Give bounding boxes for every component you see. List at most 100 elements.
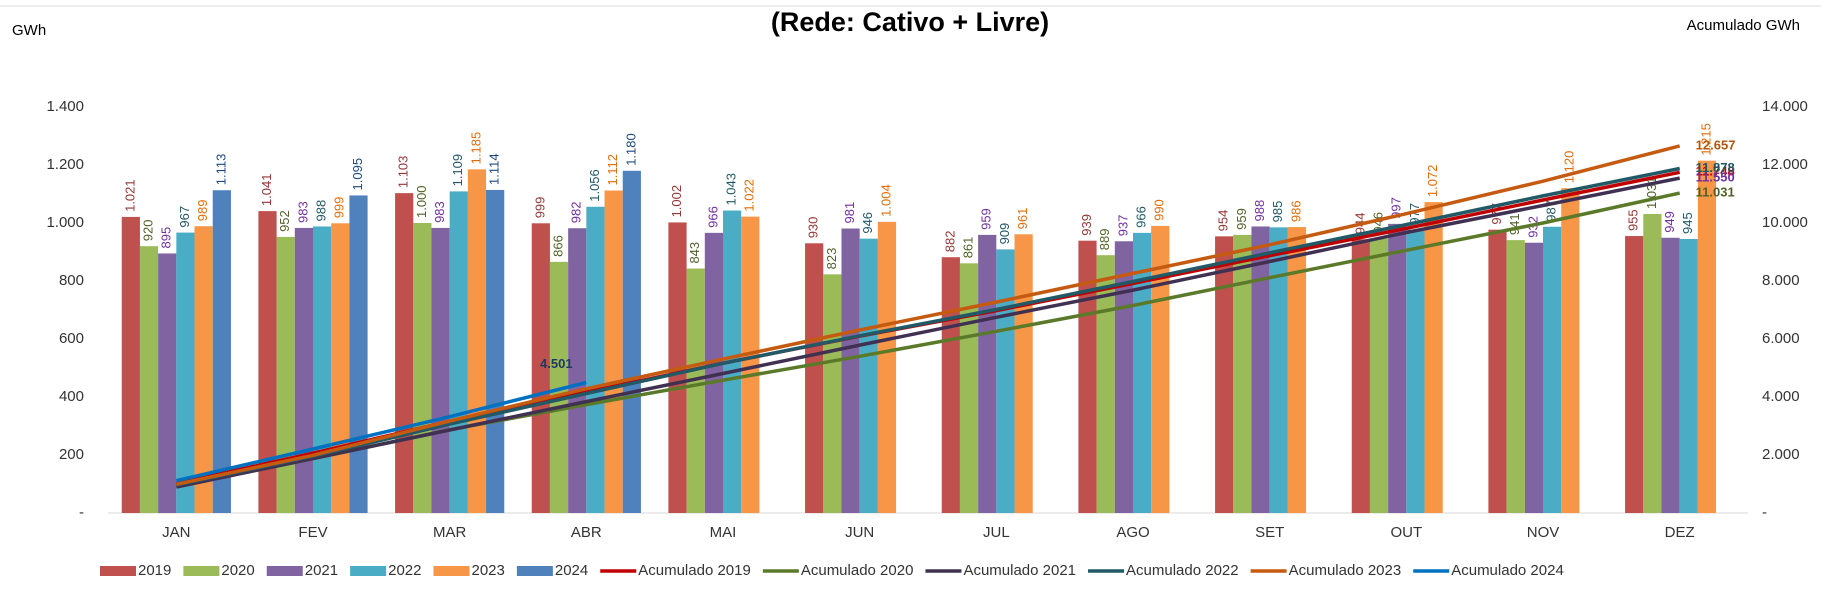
line-value-label: 12.657 bbox=[1696, 137, 1736, 152]
bar bbox=[841, 228, 860, 513]
bar bbox=[1078, 240, 1097, 513]
legend-label: Acumulado 2019 bbox=[638, 562, 751, 579]
bar-value-label: 988 bbox=[1252, 200, 1267, 222]
bar bbox=[158, 253, 177, 513]
y-tick-label: 1.400 bbox=[46, 98, 84, 115]
y-tick-label: 1.200 bbox=[46, 156, 84, 173]
legend-swatch bbox=[516, 566, 553, 576]
bar-value-label: 889 bbox=[1097, 228, 1112, 250]
bar bbox=[549, 261, 569, 513]
bar-value-label: 1.072 bbox=[1425, 165, 1440, 198]
bar bbox=[139, 246, 159, 513]
legend-label: 2019 bbox=[138, 562, 171, 579]
bar bbox=[1506, 240, 1525, 514]
legend-label: 2021 bbox=[305, 562, 338, 579]
bar bbox=[1215, 236, 1234, 513]
bar bbox=[586, 206, 605, 513]
bar-value-label: 1.021 bbox=[122, 179, 137, 212]
bar-value-label: 983 bbox=[295, 201, 310, 223]
y2-tick-label: 8.000 bbox=[1762, 272, 1800, 289]
bar bbox=[1351, 239, 1370, 514]
bar bbox=[349, 195, 368, 513]
bar-value-label: 1.043 bbox=[724, 173, 739, 206]
bar bbox=[741, 216, 760, 513]
bar-value-label: 1.112 bbox=[605, 154, 620, 186]
bar-value-label: 983 bbox=[432, 201, 447, 223]
bar-value-label: 1.056 bbox=[587, 169, 602, 202]
y2-tick-label: 10.000 bbox=[1762, 214, 1808, 231]
y-axis-label: GWh bbox=[12, 22, 46, 39]
bar-value-label: 961 bbox=[1015, 208, 1030, 230]
x-tick-label: MAR bbox=[433, 524, 467, 541]
bar bbox=[959, 263, 979, 513]
y-tick-label: 200 bbox=[59, 446, 84, 463]
bar-value-label: 909 bbox=[997, 223, 1012, 245]
bar-value-label: 990 bbox=[1152, 199, 1167, 221]
bar bbox=[604, 190, 623, 513]
bar-value-label: 986 bbox=[1288, 200, 1303, 222]
bar bbox=[176, 232, 195, 513]
bar-value-label: 946 bbox=[860, 212, 875, 234]
x-tick-label: AGO bbox=[1116, 524, 1149, 541]
bar bbox=[1643, 214, 1662, 513]
legend-swatch bbox=[433, 566, 470, 576]
bar-value-label: 954 bbox=[1216, 210, 1231, 232]
y-tick-label: 600 bbox=[59, 330, 84, 347]
bar bbox=[413, 223, 432, 513]
y-tick-label: - bbox=[79, 504, 84, 521]
bar bbox=[805, 243, 824, 514]
bar bbox=[194, 226, 213, 513]
bar bbox=[568, 228, 587, 513]
bar-value-label: 882 bbox=[942, 231, 957, 253]
bar-value-label: 1.002 bbox=[669, 185, 684, 218]
line bbox=[175, 176, 1681, 489]
bar-value-label: 843 bbox=[687, 242, 702, 264]
x-tick-label: MAI bbox=[710, 524, 737, 541]
line bbox=[175, 380, 587, 483]
x-tick-label: DEZ bbox=[1665, 524, 1695, 541]
bar bbox=[1369, 238, 1389, 513]
bar-value-label: 930 bbox=[806, 217, 821, 239]
bar-value-label: 1.185 bbox=[468, 132, 483, 165]
legend-label: 2020 bbox=[221, 562, 254, 579]
y2-tick-label: 12.000 bbox=[1762, 156, 1808, 173]
line-value-label: 11.031 bbox=[1696, 185, 1735, 200]
line-value-label: 11.550 bbox=[1696, 169, 1735, 184]
legend-label: Acumulado 2023 bbox=[1289, 562, 1402, 579]
x-tick-label: NOV bbox=[1527, 524, 1560, 541]
bar bbox=[294, 227, 313, 513]
bar bbox=[1269, 227, 1288, 513]
x-tick-label: FEV bbox=[298, 524, 327, 541]
bar bbox=[996, 249, 1015, 513]
bar bbox=[978, 234, 997, 513]
bar bbox=[449, 191, 468, 513]
bar-value-label: 866 bbox=[550, 235, 565, 257]
bar-value-label: 1.109 bbox=[450, 154, 465, 187]
y-tick-label: 400 bbox=[59, 388, 84, 405]
bar bbox=[331, 223, 350, 514]
x-tick-label: SET bbox=[1255, 524, 1284, 541]
bar bbox=[1233, 234, 1252, 513]
bar bbox=[1388, 223, 1407, 513]
legend-label: Acumulado 2021 bbox=[963, 562, 1076, 579]
bar-value-label: 1.103 bbox=[396, 156, 411, 189]
bar-value-label: 1.041 bbox=[259, 174, 274, 207]
bar bbox=[686, 268, 705, 513]
bar-value-label: 966 bbox=[705, 206, 720, 228]
bar-value-label: 1.000 bbox=[414, 185, 429, 218]
x-tick-label: JUN bbox=[845, 524, 874, 541]
bar-value-label: 999 bbox=[332, 197, 347, 219]
bar bbox=[1014, 234, 1033, 513]
bar-value-label: 1.004 bbox=[878, 184, 893, 217]
y-tick-label: 800 bbox=[59, 272, 84, 289]
bar bbox=[1133, 232, 1152, 514]
bar bbox=[1561, 188, 1580, 513]
bar bbox=[431, 227, 450, 513]
bar-value-label: 977 bbox=[1407, 203, 1422, 225]
bar-value-label: 999 bbox=[532, 197, 547, 219]
y2-tick-label: - bbox=[1762, 504, 1767, 521]
bar bbox=[622, 170, 641, 514]
bar-value-label: 941 bbox=[1507, 213, 1522, 235]
